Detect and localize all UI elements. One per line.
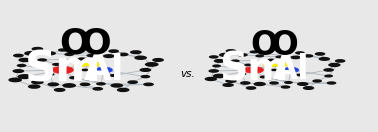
Circle shape xyxy=(297,82,308,86)
Circle shape xyxy=(246,86,256,90)
Circle shape xyxy=(69,76,79,79)
Circle shape xyxy=(143,82,154,86)
Circle shape xyxy=(219,53,231,57)
Circle shape xyxy=(28,84,41,89)
Circle shape xyxy=(96,82,106,86)
Circle shape xyxy=(263,63,276,67)
Text: Al: Al xyxy=(273,53,310,86)
Circle shape xyxy=(290,56,301,59)
Circle shape xyxy=(127,80,138,84)
Circle shape xyxy=(209,55,218,59)
Circle shape xyxy=(8,77,22,82)
Circle shape xyxy=(13,54,24,57)
Circle shape xyxy=(244,63,252,66)
Circle shape xyxy=(303,86,314,90)
Circle shape xyxy=(37,58,47,62)
Text: Al: Al xyxy=(84,53,124,87)
Circle shape xyxy=(58,48,68,52)
Circle shape xyxy=(239,73,246,75)
Text: Sm: Sm xyxy=(25,49,101,91)
Circle shape xyxy=(54,88,65,92)
Circle shape xyxy=(24,51,38,56)
Circle shape xyxy=(319,57,330,61)
Circle shape xyxy=(80,82,90,86)
Circle shape xyxy=(240,81,251,85)
Text: O: O xyxy=(59,27,90,61)
Circle shape xyxy=(31,47,43,51)
Circle shape xyxy=(47,82,59,86)
Circle shape xyxy=(46,73,54,76)
Circle shape xyxy=(323,68,334,72)
Circle shape xyxy=(19,58,31,62)
Circle shape xyxy=(275,55,284,58)
Circle shape xyxy=(110,83,123,88)
Circle shape xyxy=(208,69,219,73)
Circle shape xyxy=(139,68,151,72)
Circle shape xyxy=(222,83,234,87)
Circle shape xyxy=(255,54,264,57)
Circle shape xyxy=(226,49,236,53)
Circle shape xyxy=(73,62,87,67)
Circle shape xyxy=(275,63,287,67)
Circle shape xyxy=(269,81,279,85)
Circle shape xyxy=(231,59,240,62)
Circle shape xyxy=(280,85,290,89)
Circle shape xyxy=(260,75,268,79)
Circle shape xyxy=(225,79,237,83)
Circle shape xyxy=(52,66,73,74)
Circle shape xyxy=(103,54,115,58)
Circle shape xyxy=(271,69,277,71)
Circle shape xyxy=(335,59,345,63)
Circle shape xyxy=(81,69,89,71)
Circle shape xyxy=(328,63,341,67)
Circle shape xyxy=(77,57,86,60)
Circle shape xyxy=(64,53,74,56)
Circle shape xyxy=(134,56,147,60)
Circle shape xyxy=(244,67,263,73)
Text: Sm: Sm xyxy=(219,51,288,89)
Circle shape xyxy=(152,58,164,62)
Circle shape xyxy=(31,80,44,84)
Circle shape xyxy=(86,62,100,67)
Circle shape xyxy=(87,54,96,57)
Text: O: O xyxy=(270,29,298,62)
Circle shape xyxy=(267,58,275,61)
Text: O: O xyxy=(81,27,112,61)
Circle shape xyxy=(212,64,221,67)
Circle shape xyxy=(96,67,112,73)
Circle shape xyxy=(304,54,313,58)
Circle shape xyxy=(254,82,266,86)
Circle shape xyxy=(117,88,130,92)
Circle shape xyxy=(237,53,248,57)
Circle shape xyxy=(145,62,159,67)
Circle shape xyxy=(52,63,61,66)
Circle shape xyxy=(284,81,293,84)
Circle shape xyxy=(324,74,333,77)
Circle shape xyxy=(92,87,103,91)
Circle shape xyxy=(249,50,259,53)
Circle shape xyxy=(314,52,325,56)
Circle shape xyxy=(17,64,26,67)
Circle shape xyxy=(12,69,24,73)
Circle shape xyxy=(204,77,217,81)
Text: O: O xyxy=(251,29,279,62)
Circle shape xyxy=(130,50,142,54)
Circle shape xyxy=(17,74,32,79)
Circle shape xyxy=(109,74,118,77)
Circle shape xyxy=(141,75,150,78)
Circle shape xyxy=(108,49,119,53)
Text: vs.: vs. xyxy=(180,69,195,79)
Circle shape xyxy=(44,51,56,55)
Circle shape xyxy=(214,59,225,63)
Circle shape xyxy=(62,83,76,88)
Circle shape xyxy=(284,67,299,73)
Circle shape xyxy=(327,81,336,85)
Circle shape xyxy=(295,51,305,55)
Circle shape xyxy=(213,74,226,78)
Circle shape xyxy=(312,79,322,83)
Circle shape xyxy=(296,74,304,76)
Circle shape xyxy=(118,53,129,56)
